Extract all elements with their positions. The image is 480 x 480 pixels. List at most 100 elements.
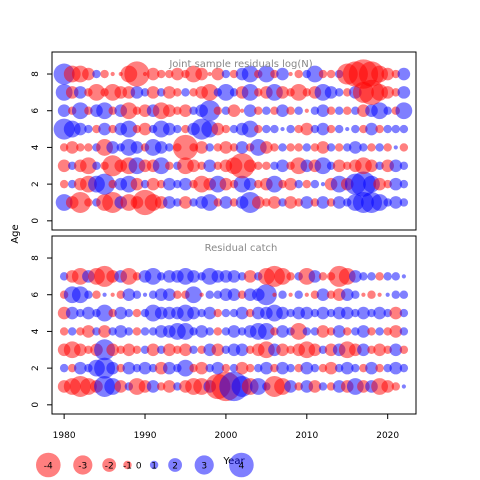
bubble-age-3-year-2018 — [365, 159, 378, 173]
bubble-age-7-year-1996 — [189, 88, 198, 97]
bubble-age-6-year-2005 — [255, 284, 277, 306]
bubble-age-4-year-1991 — [148, 327, 158, 336]
bubble-age-4-year-2019 — [375, 327, 384, 336]
bubble-age-2-year-1992 — [157, 179, 166, 189]
bubble-age-4-year-1983 — [84, 143, 93, 152]
bubble-age-2-year-1993 — [162, 361, 176, 375]
bubble-age-1-year-2021 — [391, 382, 400, 391]
bubble-age-6-year-2006 — [272, 292, 277, 297]
bubble-age-2-year-1988 — [122, 361, 136, 375]
legend-bubble-pos2 — [168, 458, 183, 472]
bubble-age-7-year-1992 — [157, 88, 166, 97]
bubble-age-8-year-1999 — [211, 67, 225, 81]
bubble-age-2-year-1987 — [116, 363, 125, 373]
bubble-age-4-year-1988 — [124, 327, 134, 336]
bubble-age-1-year-2007 — [278, 198, 287, 207]
bubble-age-7-year-2015 — [343, 88, 352, 97]
bubble-age-5-year-1986 — [108, 308, 117, 318]
bubble-age-8-year-2005 — [257, 65, 275, 83]
bubble-age-5-year-2021 — [389, 306, 403, 320]
legend-label: 3 — [201, 462, 207, 472]
bubble-age-5-year-1982 — [74, 122, 87, 136]
bubble-age-4-year-2014 — [332, 325, 346, 338]
bubble-age-8-year-1998 — [207, 71, 212, 77]
y-tick-label: 8 — [31, 71, 41, 77]
legend-label: 1 — [151, 462, 157, 472]
bubble-age-6-year-1983 — [84, 290, 93, 299]
bubble-age-7-year-1996 — [187, 270, 200, 283]
bubble-age-1-year-2009 — [294, 198, 303, 207]
bubble-age-5-year-2020 — [383, 308, 392, 318]
bubble-age-4-year-1998 — [205, 327, 214, 336]
bubble-age-4-year-2006 — [270, 143, 279, 152]
bubble-age-4-year-2006 — [270, 327, 279, 336]
bubble-age-4-year-1999 — [213, 143, 223, 152]
bubble-age-6-year-2014 — [334, 106, 344, 115]
bubble-age-4-year-2010 — [302, 143, 311, 152]
bubble-age-5-year-1988 — [120, 120, 138, 138]
bubble-age-6-year-1990 — [142, 292, 148, 297]
legend-bubble-pos1 — [149, 460, 159, 470]
bubble-age-2-year-1980 — [59, 363, 69, 373]
bubble-age-6-year-2009 — [294, 290, 303, 299]
bubble-age-5-year-2007 — [280, 126, 285, 132]
bubble-age-8-year-2007 — [276, 67, 289, 81]
bubble-age-8-year-2013 — [326, 69, 336, 79]
bubble-age-4-year-1984 — [92, 327, 101, 336]
legend-bubble-neg4 — [36, 452, 61, 478]
bubble-age-3-year-1997 — [197, 161, 206, 170]
bubble-age-6-year-1988 — [122, 288, 136, 302]
bubble-age-4-year-2013 — [326, 327, 336, 336]
bubble-age-2-year-2002 — [235, 361, 249, 375]
bubble-age-4-year-1995 — [177, 323, 194, 340]
bubble-age-4-year-1982 — [76, 143, 85, 152]
bubble-age-6-year-2020 — [383, 106, 392, 115]
bubble-age-5-year-1993 — [162, 122, 176, 136]
bubble-age-3-year-2002 — [235, 343, 249, 357]
x-tick-label: 2000 — [214, 431, 237, 441]
bubble-age-2-year-1993 — [162, 177, 176, 191]
bubble-age-8-year-1993 — [165, 69, 174, 79]
bubble-age-4-year-2013 — [326, 143, 336, 152]
bubble-age-1-year-2009 — [294, 382, 303, 391]
bubble-age-6-year-1997 — [199, 292, 204, 297]
bubble-age-5-year-1989 — [132, 124, 142, 134]
bubble-age-3-year-2007 — [276, 343, 289, 357]
bubble-age-3-year-2003 — [245, 345, 255, 354]
y-tick-label: 0 — [31, 218, 41, 224]
bubble-age-4-year-1980 — [59, 327, 69, 336]
bubble-age-8-year-1986 — [110, 71, 115, 77]
bubble-age-7-year-2001 — [227, 270, 241, 283]
bubble-age-3-year-1994 — [173, 345, 182, 354]
bubble-age-5-year-2018 — [367, 308, 376, 318]
bubble-age-4-year-2009 — [290, 323, 308, 340]
bubble-age-6-year-1999 — [213, 290, 223, 299]
bubble-age-5-year-1986 — [108, 124, 117, 134]
bubble-age-2-year-2000 — [221, 363, 231, 373]
bubble-age-4-year-2005 — [260, 141, 273, 154]
bubble-age-4-year-1992 — [154, 141, 168, 154]
bubble-age-5-year-2008 — [286, 124, 295, 134]
bubble-age-1-year-2020 — [383, 198, 392, 207]
bubble-age-1-year-2022 — [399, 198, 409, 207]
bubble-age-6-year-1989 — [132, 106, 142, 115]
x-tick-label: 2020 — [376, 431, 399, 441]
bubble-age-5-year-1998 — [203, 306, 217, 320]
bubble-age-5-year-2008 — [286, 308, 295, 318]
legend-label: 0 — [136, 462, 142, 472]
bubble-age-1-year-1995 — [179, 196, 192, 209]
bubble-age-2-year-2009 — [294, 363, 303, 373]
bubble-age-6-year-1994 — [173, 290, 182, 299]
bubble-age-5-year-1994 — [173, 124, 182, 134]
bubble-age-4-year-2009 — [294, 143, 303, 152]
bubble-age-2-year-1995 — [179, 177, 192, 191]
bubble-age-7-year-2002 — [237, 272, 247, 281]
bubble-age-4-year-1986 — [106, 141, 119, 154]
bubble-age-5-year-2015 — [345, 126, 350, 132]
bubble-age-2-year-2004 — [254, 179, 263, 189]
bubble-age-7-year-2007 — [276, 86, 289, 99]
bubble-age-4-year-2016 — [349, 141, 362, 154]
bubble-age-2-year-2000 — [219, 177, 233, 191]
bubble-age-4-year-2010 — [302, 327, 311, 336]
legend-bubble-neg2 — [102, 458, 117, 472]
